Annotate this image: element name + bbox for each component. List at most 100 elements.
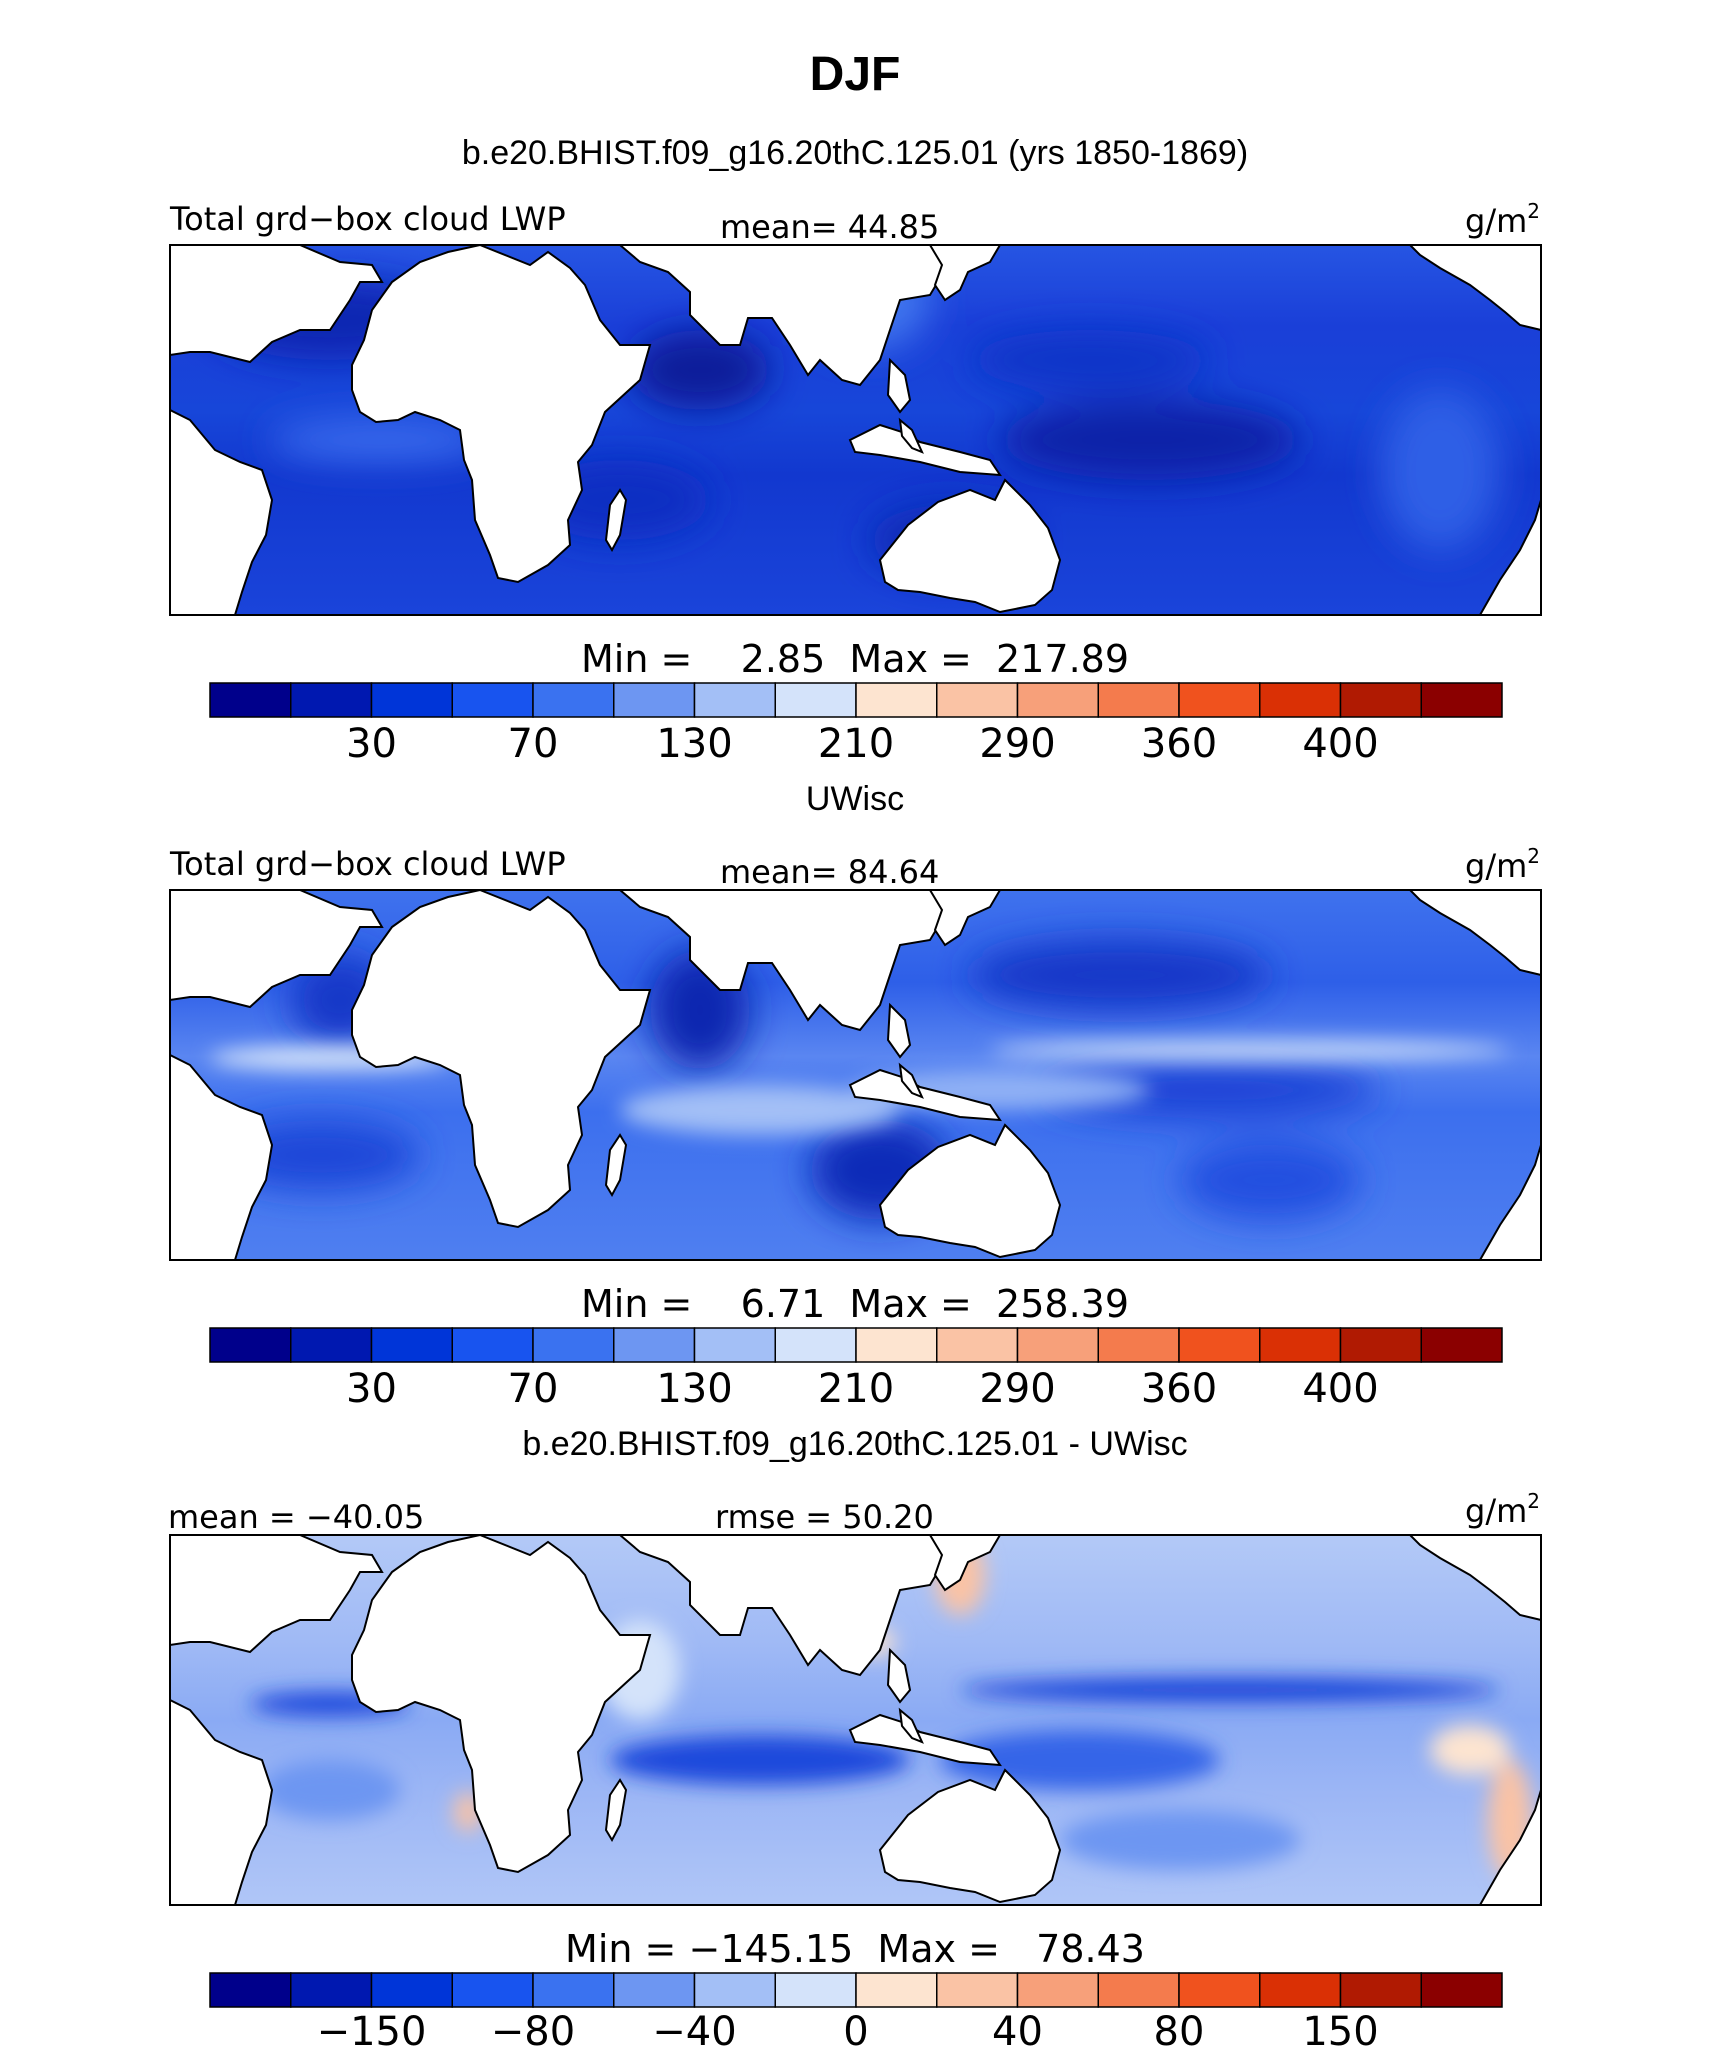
colorbar-ticks: 30 70 130 210 290 360 400	[346, 1366, 1379, 1412]
colorbar-swatch	[774, 1972, 857, 2008]
panel-mean-label: mean= 44.85	[720, 208, 939, 246]
colorbar-tick-label: 70	[508, 1366, 559, 1412]
colorbar-swatch	[532, 1327, 615, 1363]
colorbar-tick-label: −150	[317, 2009, 427, 2048]
colorbar-swatch	[613, 682, 696, 718]
colorbar-swatch	[855, 682, 938, 718]
colorbar	[209, 1972, 1503, 2008]
colorbar-tick-label: 30	[346, 721, 397, 767]
colorbar-swatch	[1178, 682, 1261, 718]
panel-mean-label: mean= 84.64	[720, 853, 939, 891]
colorbar-tick-label: 40	[992, 2009, 1043, 2048]
colorbar-tick-label: 290	[979, 721, 1055, 767]
colorbar-tick-label: 400	[1302, 1366, 1378, 1412]
map-frame	[169, 244, 1542, 616]
colorbar-tick-label: 400	[1302, 721, 1378, 767]
panel-model: b.e20.BHIST.f09_g16.20thC.125.01 (yrs 18…	[169, 134, 1542, 767]
colorbar-tick-label: 360	[1141, 721, 1217, 767]
panel-left-label: mean = −40.05	[168, 1498, 424, 1536]
colorbar-swatch	[1259, 1972, 1342, 2008]
colorbar-tick-label: 210	[818, 721, 894, 767]
colorbar-swatch	[1339, 682, 1422, 718]
continents	[169, 888, 1542, 1261]
colorbar-swatch	[370, 1972, 453, 2008]
colorbar-tick-label: 130	[656, 1366, 732, 1412]
panel-units: g/m2	[1465, 199, 1540, 240]
panel-rmse-label: rmse = 50.20	[715, 1498, 934, 1536]
panel-left-label: Total grd−box cloud LWP	[169, 845, 566, 883]
colorbar-tick-label: 130	[656, 721, 732, 767]
colorbar-swatch	[290, 682, 373, 718]
panel-diff: b.e20.BHIST.f09_g16.20thC.125.01 - UWisc…	[168, 1425, 1542, 2048]
colorbar-swatch	[532, 1972, 615, 2008]
colorbar-swatch	[1259, 682, 1342, 718]
colorbar-tick-label: 150	[1302, 2009, 1378, 2048]
continents	[169, 1533, 1542, 1906]
colorbar-swatch	[1016, 682, 1099, 718]
colorbar-swatch	[1259, 1327, 1342, 1363]
colorbar-swatch	[209, 1972, 292, 2008]
map-frame	[169, 889, 1542, 1261]
colorbar-tick-label: 210	[818, 1366, 894, 1412]
colorbar-swatch	[1420, 682, 1503, 718]
colorbar	[209, 1327, 1503, 1363]
colorbar-tick-label: 360	[1141, 1366, 1217, 1412]
colorbar-ticks: −150 −80 −40 0 40 80 150	[317, 2009, 1379, 2048]
colorbar-swatch	[1339, 1972, 1422, 2008]
colorbar-ticks: 30 70 130 210 290 360 400	[346, 721, 1379, 767]
colorbar-swatch	[1178, 1327, 1261, 1363]
colorbar-swatch	[855, 1972, 938, 2008]
colorbar-swatch	[1097, 1327, 1180, 1363]
panel-units: g/m2	[1465, 1489, 1540, 1530]
colorbar-swatch	[1420, 1972, 1503, 2008]
colorbar-swatch	[774, 682, 857, 718]
colorbar-swatch	[693, 1972, 776, 2008]
colorbar-swatch	[613, 1327, 696, 1363]
minmax-label: Min = 2.85 Max = 217.89	[581, 637, 1129, 681]
colorbar-swatch	[693, 1327, 776, 1363]
colorbar-swatch	[290, 1972, 373, 2008]
colorbar-swatch	[290, 1327, 373, 1363]
colorbar-swatch	[936, 1327, 1019, 1363]
colorbar-swatch	[1178, 1972, 1261, 2008]
colorbar-swatch	[451, 682, 534, 718]
panel-heading: b.e20.BHIST.f09_g16.20thC.125.01 (yrs 18…	[462, 134, 1248, 172]
colorbar-swatch	[209, 1327, 292, 1363]
colorbar-swatch	[1016, 1972, 1099, 2008]
colorbar-swatch	[1097, 1972, 1180, 2008]
colorbar-swatch	[1097, 682, 1180, 718]
colorbar-swatch	[1420, 1327, 1503, 1363]
colorbar-swatch	[774, 1327, 857, 1363]
panel-heading: b.e20.BHIST.f09_g16.20thC.125.01 - UWisc	[522, 1425, 1187, 1463]
colorbar-swatch	[209, 682, 292, 718]
figure-title: DJF	[810, 48, 901, 101]
colorbar-tick-label: 30	[346, 1366, 397, 1412]
colorbar-swatch	[451, 1327, 534, 1363]
colorbar-swatch	[855, 1327, 938, 1363]
panel-left-label: Total grd−box cloud LWP	[169, 200, 566, 238]
colorbar-swatch	[532, 682, 615, 718]
colorbar	[209, 682, 1503, 718]
panel-units: g/m2	[1465, 844, 1540, 885]
colorbar-swatch	[451, 1972, 534, 2008]
colorbar-swatch	[613, 1972, 696, 2008]
colorbar-swatch	[370, 1327, 453, 1363]
colorbar-swatch	[936, 1972, 1019, 2008]
colorbar-tick-label: 80	[1154, 2009, 1205, 2048]
colorbar-tick-label: −80	[491, 2009, 575, 2048]
colorbar-tick-label: −40	[652, 2009, 736, 2048]
continents	[169, 243, 1542, 616]
panel-heading: UWisc	[806, 780, 904, 818]
colorbar-tick-label: 0	[843, 2009, 868, 2048]
map-frame	[169, 1534, 1542, 1906]
panel-obs: UWisc Total grd−box cloud LWP mean= 84.6…	[169, 780, 1542, 1412]
colorbar-swatch	[936, 682, 1019, 718]
colorbar-swatch	[1016, 1327, 1099, 1363]
colorbar-swatch	[1339, 1327, 1422, 1363]
colorbar-tick-label: 290	[979, 1366, 1055, 1412]
colorbar-swatch	[693, 682, 776, 718]
minmax-label: Min = −145.15 Max = 78.43	[565, 1927, 1145, 1971]
colorbar-tick-label: 70	[508, 721, 559, 767]
colorbar-swatch	[370, 682, 453, 718]
